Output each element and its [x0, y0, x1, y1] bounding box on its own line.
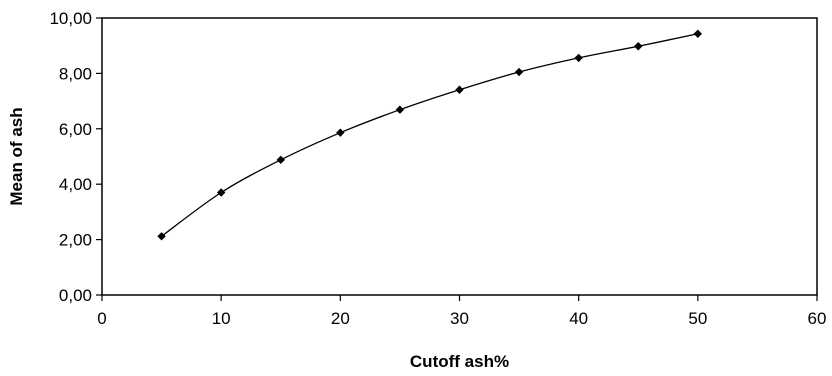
y-tick-label: 4,00 — [59, 175, 92, 194]
y-tick-label: 10,00 — [49, 9, 92, 28]
y-tick-label: 0,00 — [59, 286, 92, 305]
data-point — [395, 105, 405, 114]
plot-area — [101, 17, 818, 296]
series-markers — [157, 29, 703, 241]
data-point — [276, 155, 285, 165]
data-point — [336, 128, 345, 137]
y-tick-label: 8,00 — [59, 64, 92, 83]
y-axis-title: Mean of ash — [7, 107, 26, 205]
x-axis-ticks: 0 10 20 30 40 50 60 — [97, 295, 826, 328]
y-axis-ticks: 0,00 2,00 4,00 6,00 8,00 10,00 — [49, 9, 102, 305]
x-tick-label: 20 — [331, 309, 350, 328]
y-tick-label: 6,00 — [59, 120, 92, 139]
x-tick-label: 10 — [212, 309, 231, 328]
x-tick-label: 50 — [688, 309, 707, 328]
x-tick-label: 60 — [808, 309, 827, 328]
data-point — [693, 29, 703, 38]
data-point — [514, 67, 524, 77]
x-tick-label: 40 — [569, 309, 588, 328]
data-point — [157, 232, 166, 241]
x-axis-title: Cutoff ash% — [410, 352, 509, 371]
data-point — [455, 85, 464, 94]
x-tick-label: 30 — [450, 309, 469, 328]
data-point — [634, 42, 643, 51]
y-tick-label: 2,00 — [59, 231, 92, 250]
data-point — [216, 188, 226, 197]
data-point — [574, 53, 583, 63]
x-tick-label: 0 — [97, 309, 106, 328]
series-line — [161, 33, 698, 237]
